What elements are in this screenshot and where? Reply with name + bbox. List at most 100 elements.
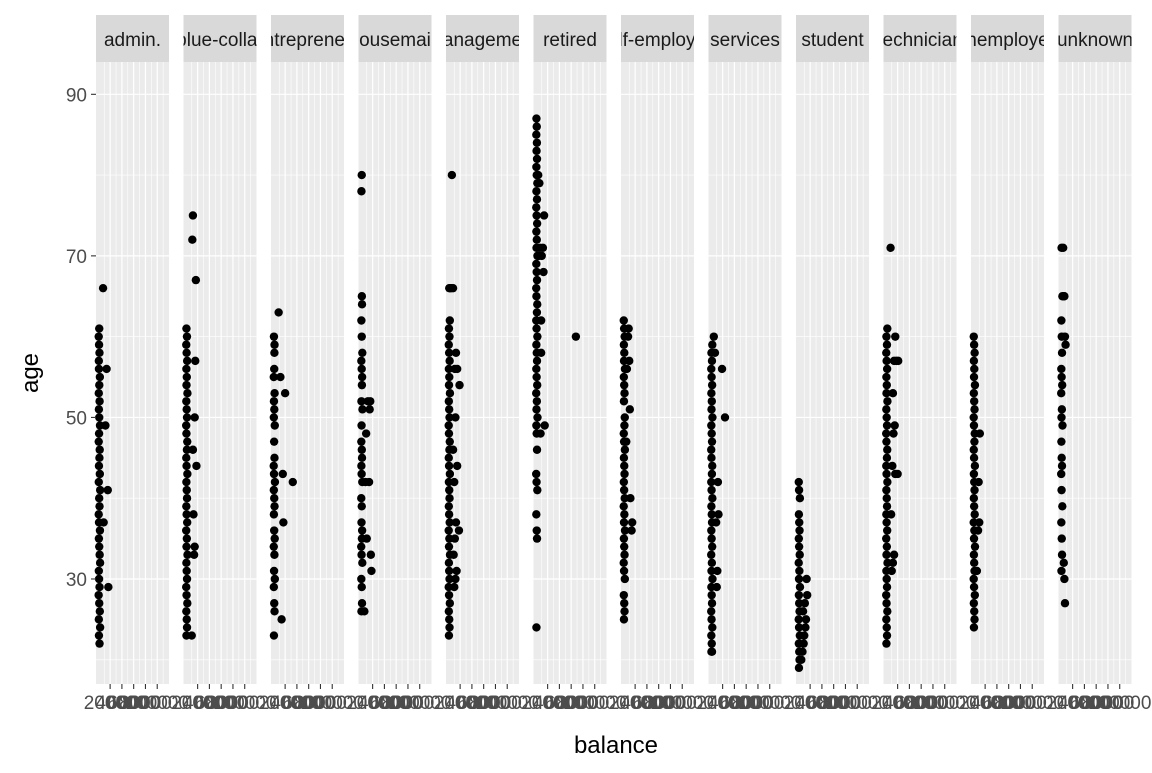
data-point [969,445,978,454]
data-point [358,348,367,358]
data-point [1061,340,1070,349]
data-point [270,340,279,349]
data-point [357,445,366,454]
data-point [882,461,891,471]
data-point [707,639,716,648]
data-point [970,380,980,390]
data-point [95,348,104,358]
data-point [445,518,454,527]
data-point [94,590,103,600]
panel-background [183,62,257,684]
data-point [444,461,454,471]
data-point [532,195,542,204]
data-point [800,631,809,640]
y-tick-label: 70 [66,247,87,268]
data-point [882,332,891,341]
data-point [182,445,192,454]
data-point [1057,437,1066,446]
data-point [182,485,191,495]
facet-strip-label: unemployed [956,30,1060,51]
data-point [969,494,979,503]
data-point [357,494,366,503]
data-point [794,574,804,584]
data-point [1057,413,1066,422]
data-point [882,388,891,398]
x-tick-label: 100000 [1001,693,1064,714]
data-point [183,437,192,446]
data-point [970,590,980,600]
data-point [882,494,891,503]
data-point [182,582,191,592]
data-point [94,405,104,414]
data-point [532,211,541,220]
data-point [451,413,460,422]
data-point [357,292,367,301]
data-point [445,494,454,503]
data-point [182,542,191,551]
data-point [970,348,979,358]
data-point [95,639,104,648]
data-point [1057,453,1066,463]
data-point [270,599,279,608]
data-point [619,316,628,325]
x-tick-label: 100000 [301,693,364,714]
x-tick-label: 80000 [819,693,872,714]
data-point [182,340,191,349]
data-point [969,469,979,479]
data-point [720,413,730,422]
data-point [620,599,629,608]
x-tick-label: 80000 [294,693,347,714]
data-point [357,599,367,608]
data-point [182,558,191,568]
data-point [444,631,454,640]
data-point [708,413,717,422]
data-point [357,356,366,366]
data-point [794,663,804,673]
data-point [190,413,199,422]
data-point [269,437,279,446]
facet-strip [883,15,957,62]
x-tick-label: 100000 [213,693,276,714]
x-tick-label: 40000 [883,693,936,714]
data-point [890,421,899,430]
data-point [269,631,279,640]
data-point [707,397,716,406]
data-point [357,582,366,592]
data-point [622,437,631,446]
data-point [619,340,629,349]
data-point [626,494,635,503]
x-tick-label: 20000 [521,693,574,714]
x-tick-label: 80000 [1082,693,1135,714]
data-point [276,372,285,382]
data-point [445,316,455,325]
data-point [360,607,369,616]
data-point [532,469,541,479]
data-point [95,380,104,390]
data-point [451,348,461,358]
x-tick-label: 40000 [95,693,148,714]
data-point [975,518,984,527]
data-point [794,615,803,624]
y-tick-label: 90 [66,85,87,106]
data-point [619,542,629,551]
x-tick-label: 60000 [632,693,685,714]
data-point [972,566,982,576]
facet-strip-label: admin. [104,30,161,51]
data-point [707,502,716,511]
data-point [95,453,104,463]
data-point [889,550,899,559]
facet-strip [446,15,519,62]
data-point [882,582,892,592]
facet-strip-label: unknown [1057,30,1133,51]
data-point [357,380,367,390]
data-point [95,502,104,511]
data-point [187,631,196,640]
data-point [970,364,979,374]
data-point [269,461,278,471]
data-point [444,340,453,349]
